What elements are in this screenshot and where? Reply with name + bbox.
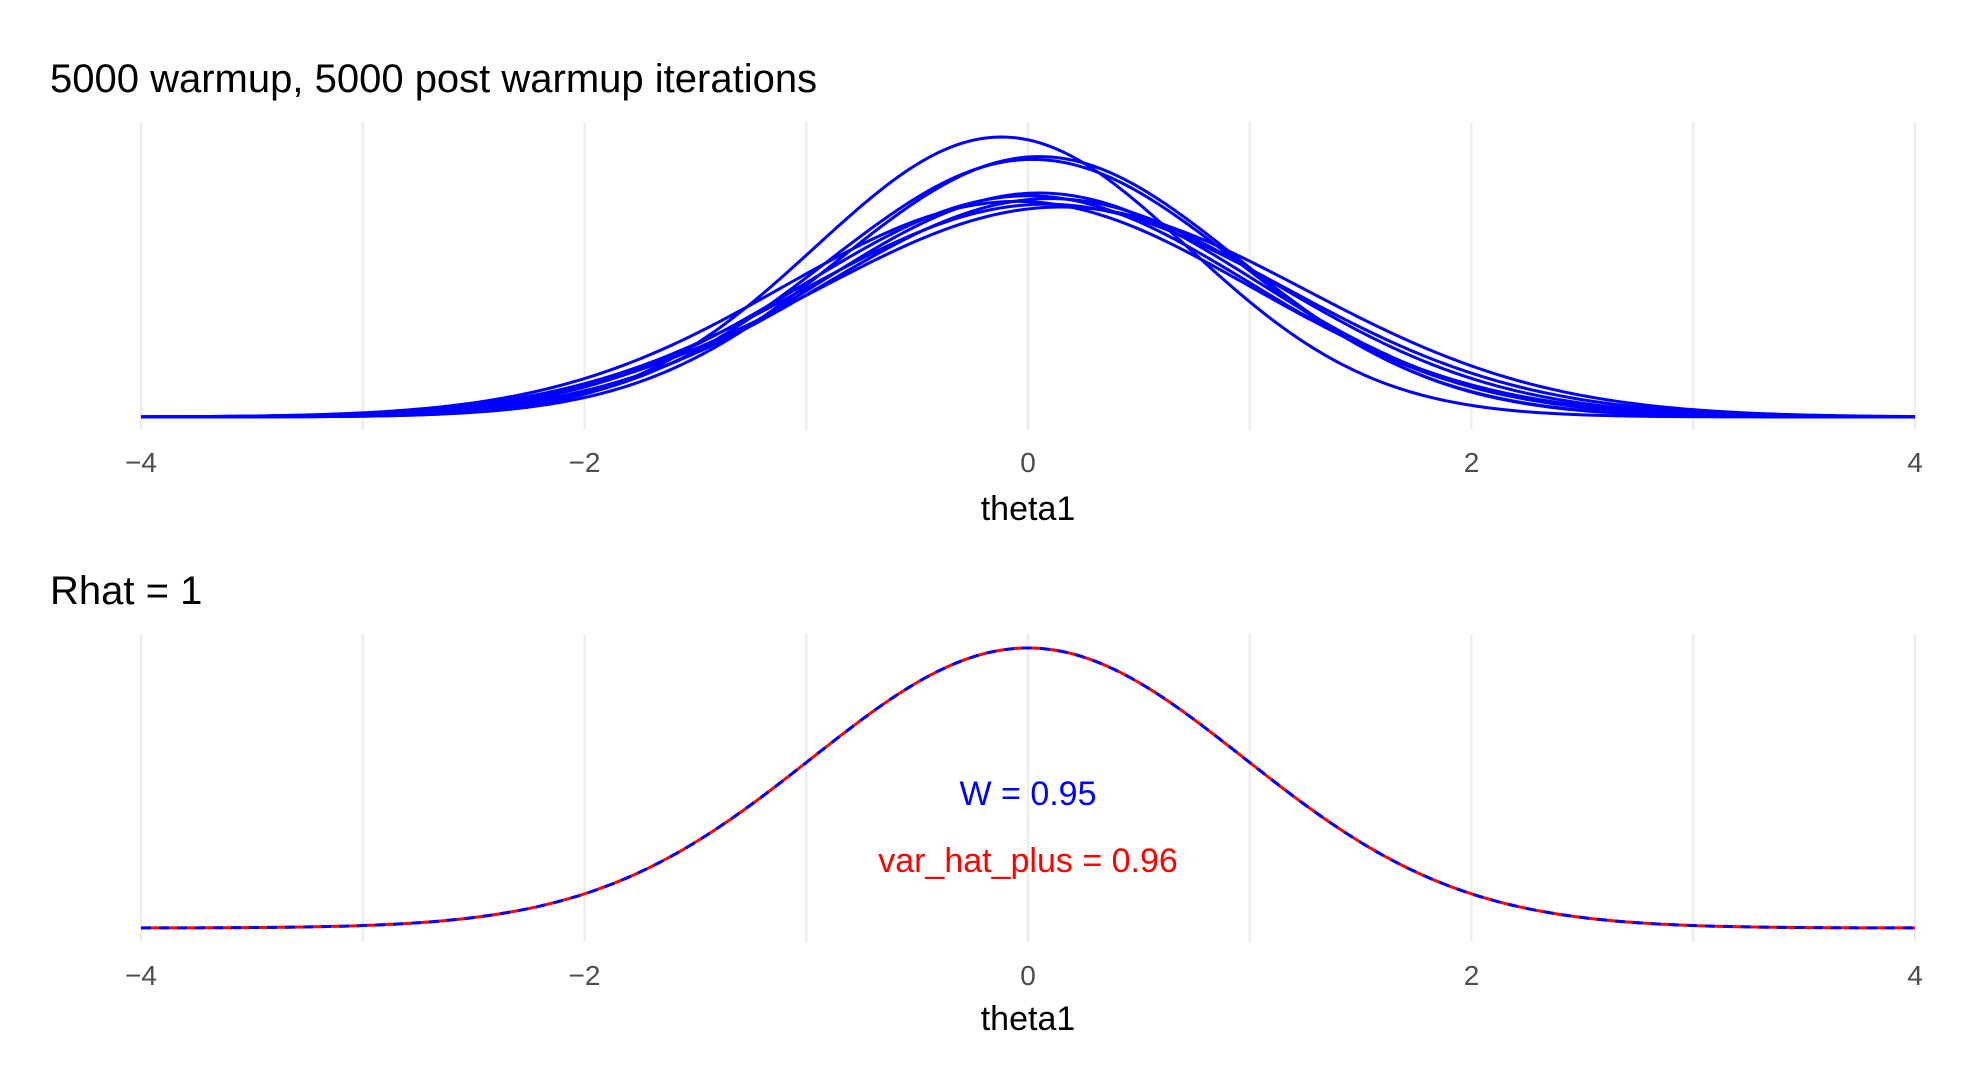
panel-top-curves <box>140 135 1916 419</box>
panel-top: 5000 warmup, 5000 post warmup iterations… <box>50 57 1923 528</box>
panel-top-x-ticks: −4 −2 0 2 4 <box>125 447 1923 478</box>
x-tick-label: 4 <box>1907 960 1923 991</box>
panel-bottom-curves <box>140 646 1916 930</box>
dashed-density-curve <box>140 646 1916 930</box>
x-tick-label: −4 <box>125 960 157 991</box>
panel-bottom-grid <box>140 634 1916 942</box>
x-tick-label: 4 <box>1907 447 1923 478</box>
chain-density-curve-9 <box>140 205 1916 419</box>
x-tick-label: −2 <box>569 960 601 991</box>
annotation-w: W = 0.95 <box>959 775 1096 813</box>
annotation-var-hat-plus: var_hat_plus = 0.96 <box>878 842 1178 880</box>
x-tick-label: 2 <box>1464 447 1480 478</box>
x-tick-label: 0 <box>1020 447 1036 478</box>
panel-bottom-x-ticks: −4 −2 0 2 4 <box>125 960 1923 991</box>
panel-top-grid <box>140 122 1916 430</box>
x-tick-label: 0 <box>1020 960 1036 991</box>
x-tick-label: −2 <box>569 447 601 478</box>
panel-top-title: 5000 warmup, 5000 post warmup iterations <box>50 57 817 101</box>
x-tick-label: −4 <box>125 447 157 478</box>
panel-bottom-title: Rhat = 1 <box>50 569 202 613</box>
chain-density-curve-6 <box>141 197 1916 419</box>
panel-bottom-x-axis-label: theta1 <box>981 1000 1076 1038</box>
panel-bottom: Rhat = 1 −4 −2 0 2 4 W = 0.95 var_hat_plus =… <box>50 569 1923 1038</box>
x-tick-label: 2 <box>1464 960 1480 991</box>
panel-top-x-axis-label: theta1 <box>981 490 1076 528</box>
